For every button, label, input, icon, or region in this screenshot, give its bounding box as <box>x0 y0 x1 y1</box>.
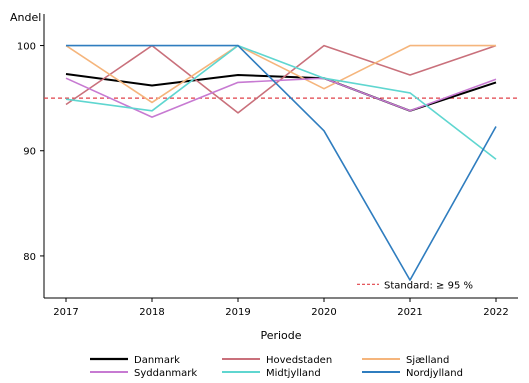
series-line-midtjylland <box>65 44 497 160</box>
x-tick-label: 2022 <box>483 307 508 318</box>
series-line-nordjylland <box>66 44 497 281</box>
x-tick-label: 2021 <box>397 307 422 318</box>
series-line-syddanmark <box>65 77 497 118</box>
legend-label-nordjylland: Nordjylland <box>406 368 463 379</box>
x-tick-label: 2020 <box>311 307 336 318</box>
legend-label-danmark: Danmark <box>134 355 180 366</box>
x-tick-label: 2018 <box>139 307 164 318</box>
legend-label-midtjylland: Midtjylland <box>266 368 321 379</box>
legend-label-hovedstaden: Hovedstaden <box>266 355 332 366</box>
y-tick-label: 80 <box>23 252 36 263</box>
y-tick-label: 100 <box>17 42 36 53</box>
series-line-hovedstaden <box>65 44 497 114</box>
y-axis-title: Andel <box>10 11 41 24</box>
x-tick-label: 2019 <box>225 307 250 318</box>
x-axis-title: Periode <box>260 329 301 342</box>
series-line-sjælland <box>65 44 496 104</box>
x-tick-label: 2017 <box>53 307 78 318</box>
legend-label-syddanmark: Syddanmark <box>134 368 197 379</box>
reference-label: Standard: ≥ 95 % <box>384 280 473 291</box>
y-tick-label: 90 <box>23 147 36 158</box>
legend-label-sjælland: Sjælland <box>406 355 449 366</box>
